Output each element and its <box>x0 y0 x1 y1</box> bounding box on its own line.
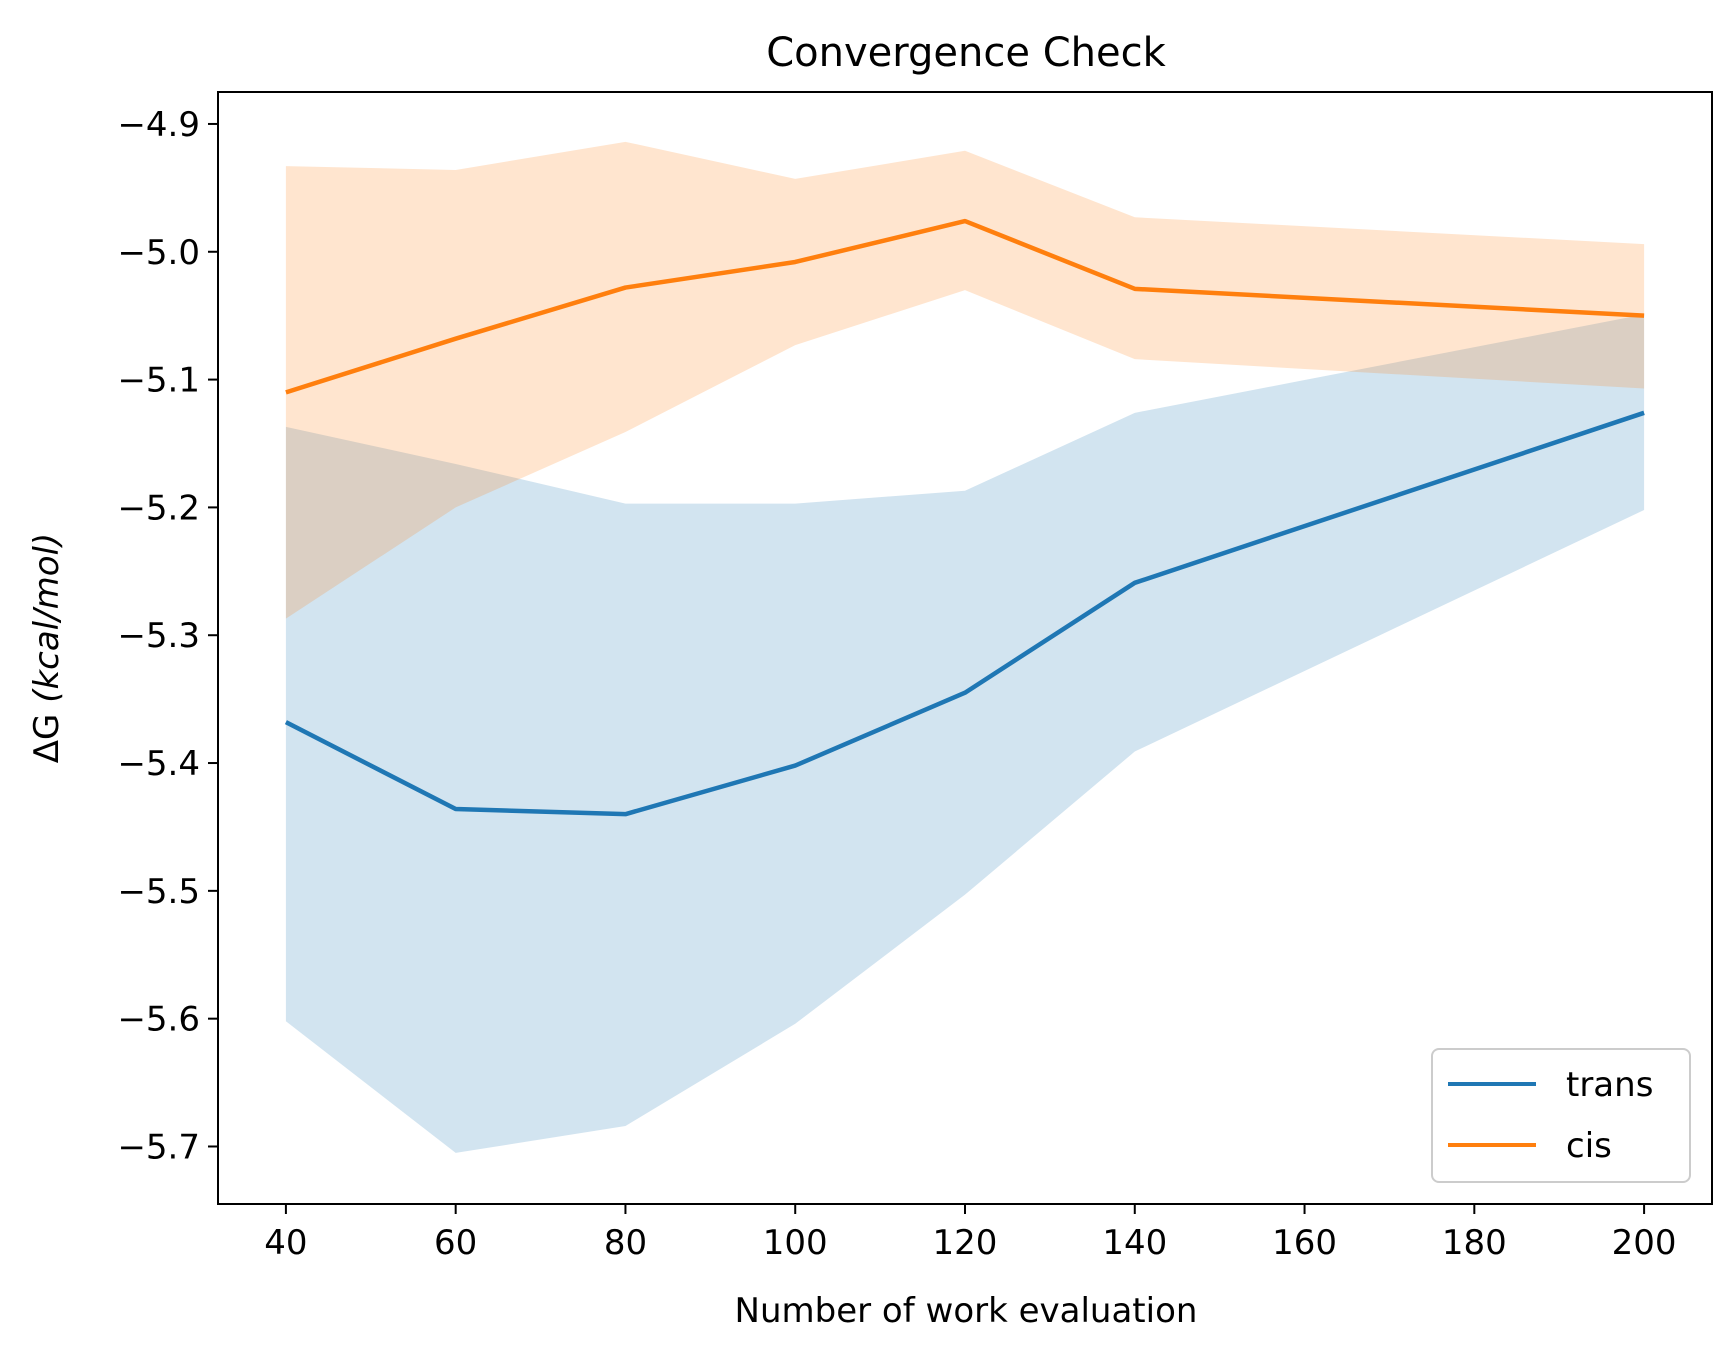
y-tick-label: −5.6 <box>117 1000 200 1040</box>
y-tick-label: −5.5 <box>117 872 200 912</box>
y-tick-label: −4.9 <box>117 105 200 145</box>
x-tick-label: 160 <box>1272 1223 1337 1263</box>
y-tick-label: −5.1 <box>117 361 200 401</box>
x-tick-label: 60 <box>434 1223 477 1263</box>
confidence-band-cis <box>285 141 1645 619</box>
y-axis-title-prefix: ΔG <box>27 703 67 763</box>
x-tick-label: 140 <box>1102 1223 1167 1263</box>
x-tick-label: 200 <box>1612 1223 1677 1263</box>
y-axis-title-unit: (kcal/mol) <box>27 533 67 703</box>
x-axis-title: Number of work evaluation <box>735 1291 1198 1331</box>
x-tick-label: 120 <box>933 1223 998 1263</box>
series-line-trans <box>284 410 1645 817</box>
x-axis-ticks: 40 60 80 100 120 140 160 180 200 <box>264 1204 1677 1263</box>
x-tick-label: 180 <box>1442 1223 1507 1263</box>
legend-label-cis: cis <box>1566 1126 1612 1166</box>
series-line-cis <box>285 218 1645 395</box>
y-tick-label: −5.3 <box>117 616 200 656</box>
chart-title: Convergence Check <box>766 30 1166 76</box>
x-tick-label: 40 <box>264 1223 307 1263</box>
y-tick-label: −5.4 <box>117 744 200 784</box>
y-tick-label: −5.2 <box>117 488 200 528</box>
y-axis-title: ΔG (kcal/mol) <box>27 533 67 763</box>
x-tick-label: 100 <box>763 1223 828 1263</box>
series-lines <box>284 218 1645 817</box>
legend: trans cis <box>1431 1048 1691 1183</box>
x-tick-label: 80 <box>604 1223 647 1263</box>
y-tick-label: −5.7 <box>117 1127 200 1167</box>
y-tick-label: −5.0 <box>117 233 200 273</box>
legend-label-trans: trans <box>1566 1065 1653 1105</box>
y-axis-ticks: −4.9 −5.0 −5.1 −5.2 −5.3 −5.4 −5.5 −5.6 −5.7 <box>117 105 218 1167</box>
